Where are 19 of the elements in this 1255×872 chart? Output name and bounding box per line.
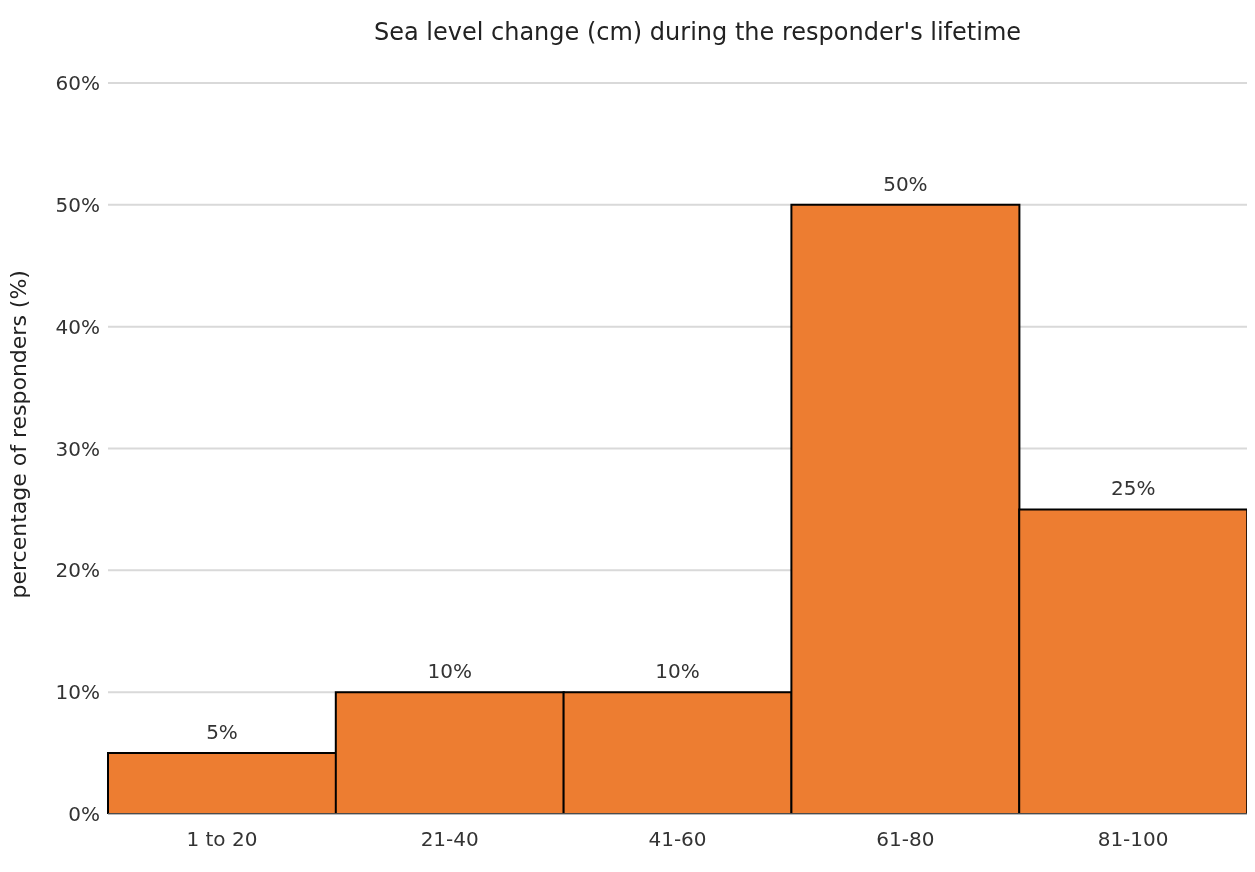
data-label: 5% xyxy=(206,720,238,745)
data-label: 50% xyxy=(883,171,928,196)
chart-title: Sea level change (cm) during the responder's lifetime xyxy=(372,18,1023,46)
x-tick-label: 41-60 xyxy=(648,827,707,852)
y-tick-label: 40% xyxy=(55,314,100,339)
y-tick-label: 30% xyxy=(55,436,100,461)
x-tick-label: 81-100 xyxy=(1097,827,1169,852)
data-label: 10% xyxy=(427,659,473,684)
y-tick-label: 0% xyxy=(68,802,100,827)
x-tick-label: 21-40 xyxy=(420,827,479,852)
y-tick-label: 50% xyxy=(55,192,100,217)
x-tick-label: 1 to 20 xyxy=(186,827,258,852)
data-label: 25% xyxy=(1110,476,1156,501)
y-tick-label: 60% xyxy=(55,71,100,96)
y-tick-label: 20% xyxy=(55,558,100,583)
data-label: 10% xyxy=(655,659,700,684)
y-axis-title: percentage of responders (%) xyxy=(5,270,31,599)
x-tick-label: 61-80 xyxy=(876,827,935,852)
y-tick-label: 10% xyxy=(55,680,100,705)
